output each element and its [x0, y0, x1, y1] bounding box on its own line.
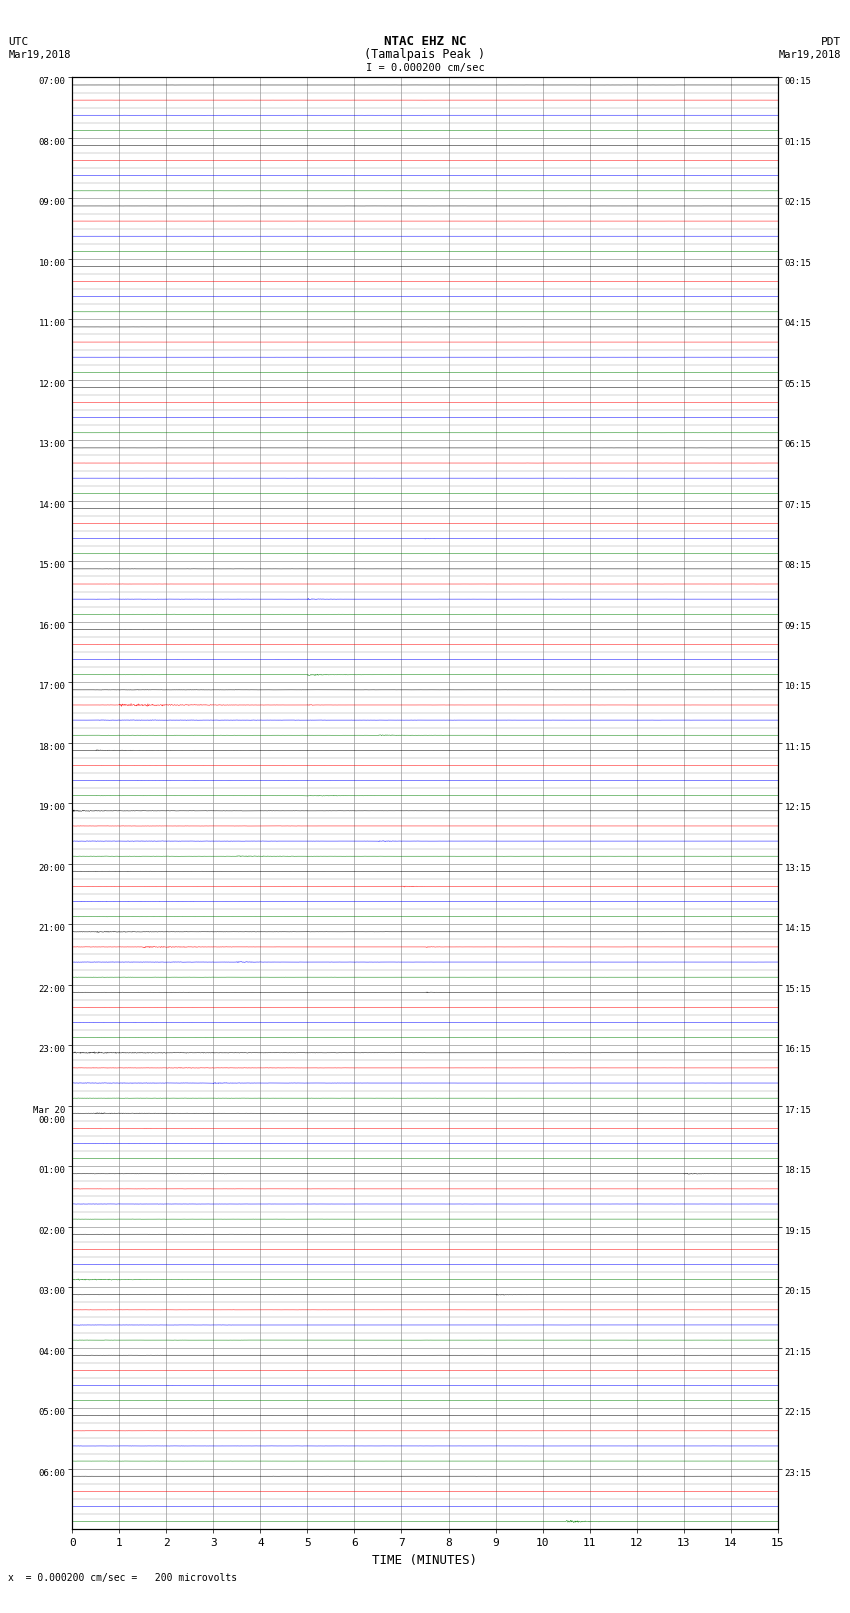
Text: UTC: UTC [8, 37, 29, 47]
Text: Mar19,2018: Mar19,2018 [8, 50, 71, 60]
X-axis label: TIME (MINUTES): TIME (MINUTES) [372, 1553, 478, 1566]
Text: x  = 0.000200 cm/sec =   200 microvolts: x = 0.000200 cm/sec = 200 microvolts [8, 1573, 238, 1582]
Text: PDT: PDT [821, 37, 842, 47]
Text: (Tamalpais Peak ): (Tamalpais Peak ) [365, 48, 485, 61]
Text: NTAC EHZ NC: NTAC EHZ NC [383, 35, 467, 48]
Text: Mar19,2018: Mar19,2018 [779, 50, 842, 60]
Text: I = 0.000200 cm/sec: I = 0.000200 cm/sec [366, 63, 484, 73]
